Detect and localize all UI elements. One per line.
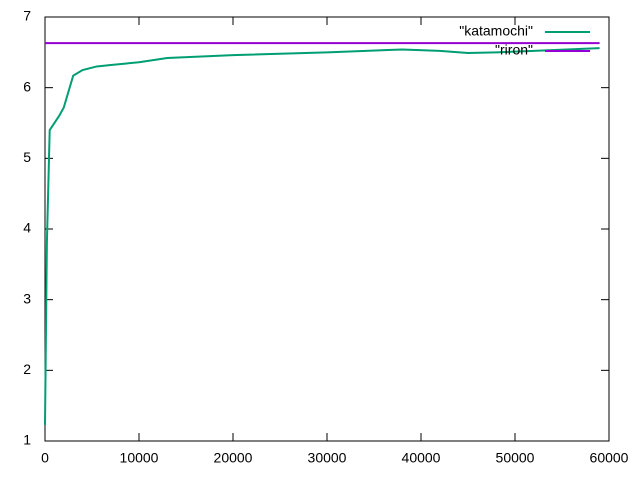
legend-label: "riron" [495, 42, 533, 58]
y-tick-label: 1 [23, 432, 31, 448]
y-tick-label: 6 [23, 78, 31, 94]
x-tick-label: 0 [41, 450, 49, 466]
y-tick-label: 4 [23, 220, 31, 236]
x-tick-label: 10000 [120, 450, 159, 466]
legend-label: "katamochi" [459, 23, 533, 39]
series-line [44, 47, 600, 425]
y-tick-label: 7 [23, 8, 31, 24]
plot-frame [44, 16, 610, 442]
y-tick-label: 5 [23, 149, 31, 165]
x-tick-label: 30000 [308, 450, 347, 466]
x-tick-label: 40000 [402, 450, 441, 466]
y-tick-label: 2 [23, 361, 31, 377]
y-tick-label: 3 [23, 290, 31, 306]
x-tick-label: 50000 [496, 450, 535, 466]
x-tick-label: 60000 [590, 450, 629, 466]
x-tick-label: 20000 [214, 450, 253, 466]
